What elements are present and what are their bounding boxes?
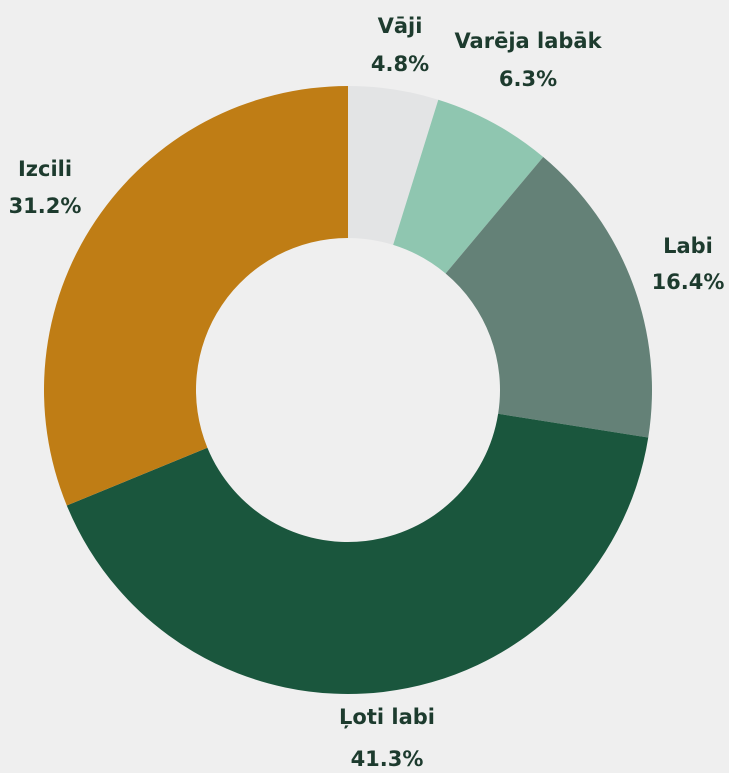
slice-label: Varēja labāk <box>454 29 602 53</box>
donut-slice <box>445 156 652 438</box>
donut-slice <box>348 86 439 245</box>
slice-value-label: 16.4% <box>652 270 725 294</box>
donut-slice <box>66 413 649 695</box>
slice-value-label: 6.3% <box>499 67 557 91</box>
slice-label: Vāji <box>378 14 423 38</box>
slice-label: Ļoti labi <box>339 705 435 729</box>
donut-slice <box>393 99 544 274</box>
slice-label: Labi <box>663 234 713 258</box>
slice-label: Izcili <box>18 157 72 181</box>
slice-value-label: 4.8% <box>371 52 429 76</box>
slice-value-label: 31.2% <box>9 194 82 218</box>
slice-value-label: 41.3% <box>351 747 424 771</box>
donut-slice <box>44 86 348 506</box>
